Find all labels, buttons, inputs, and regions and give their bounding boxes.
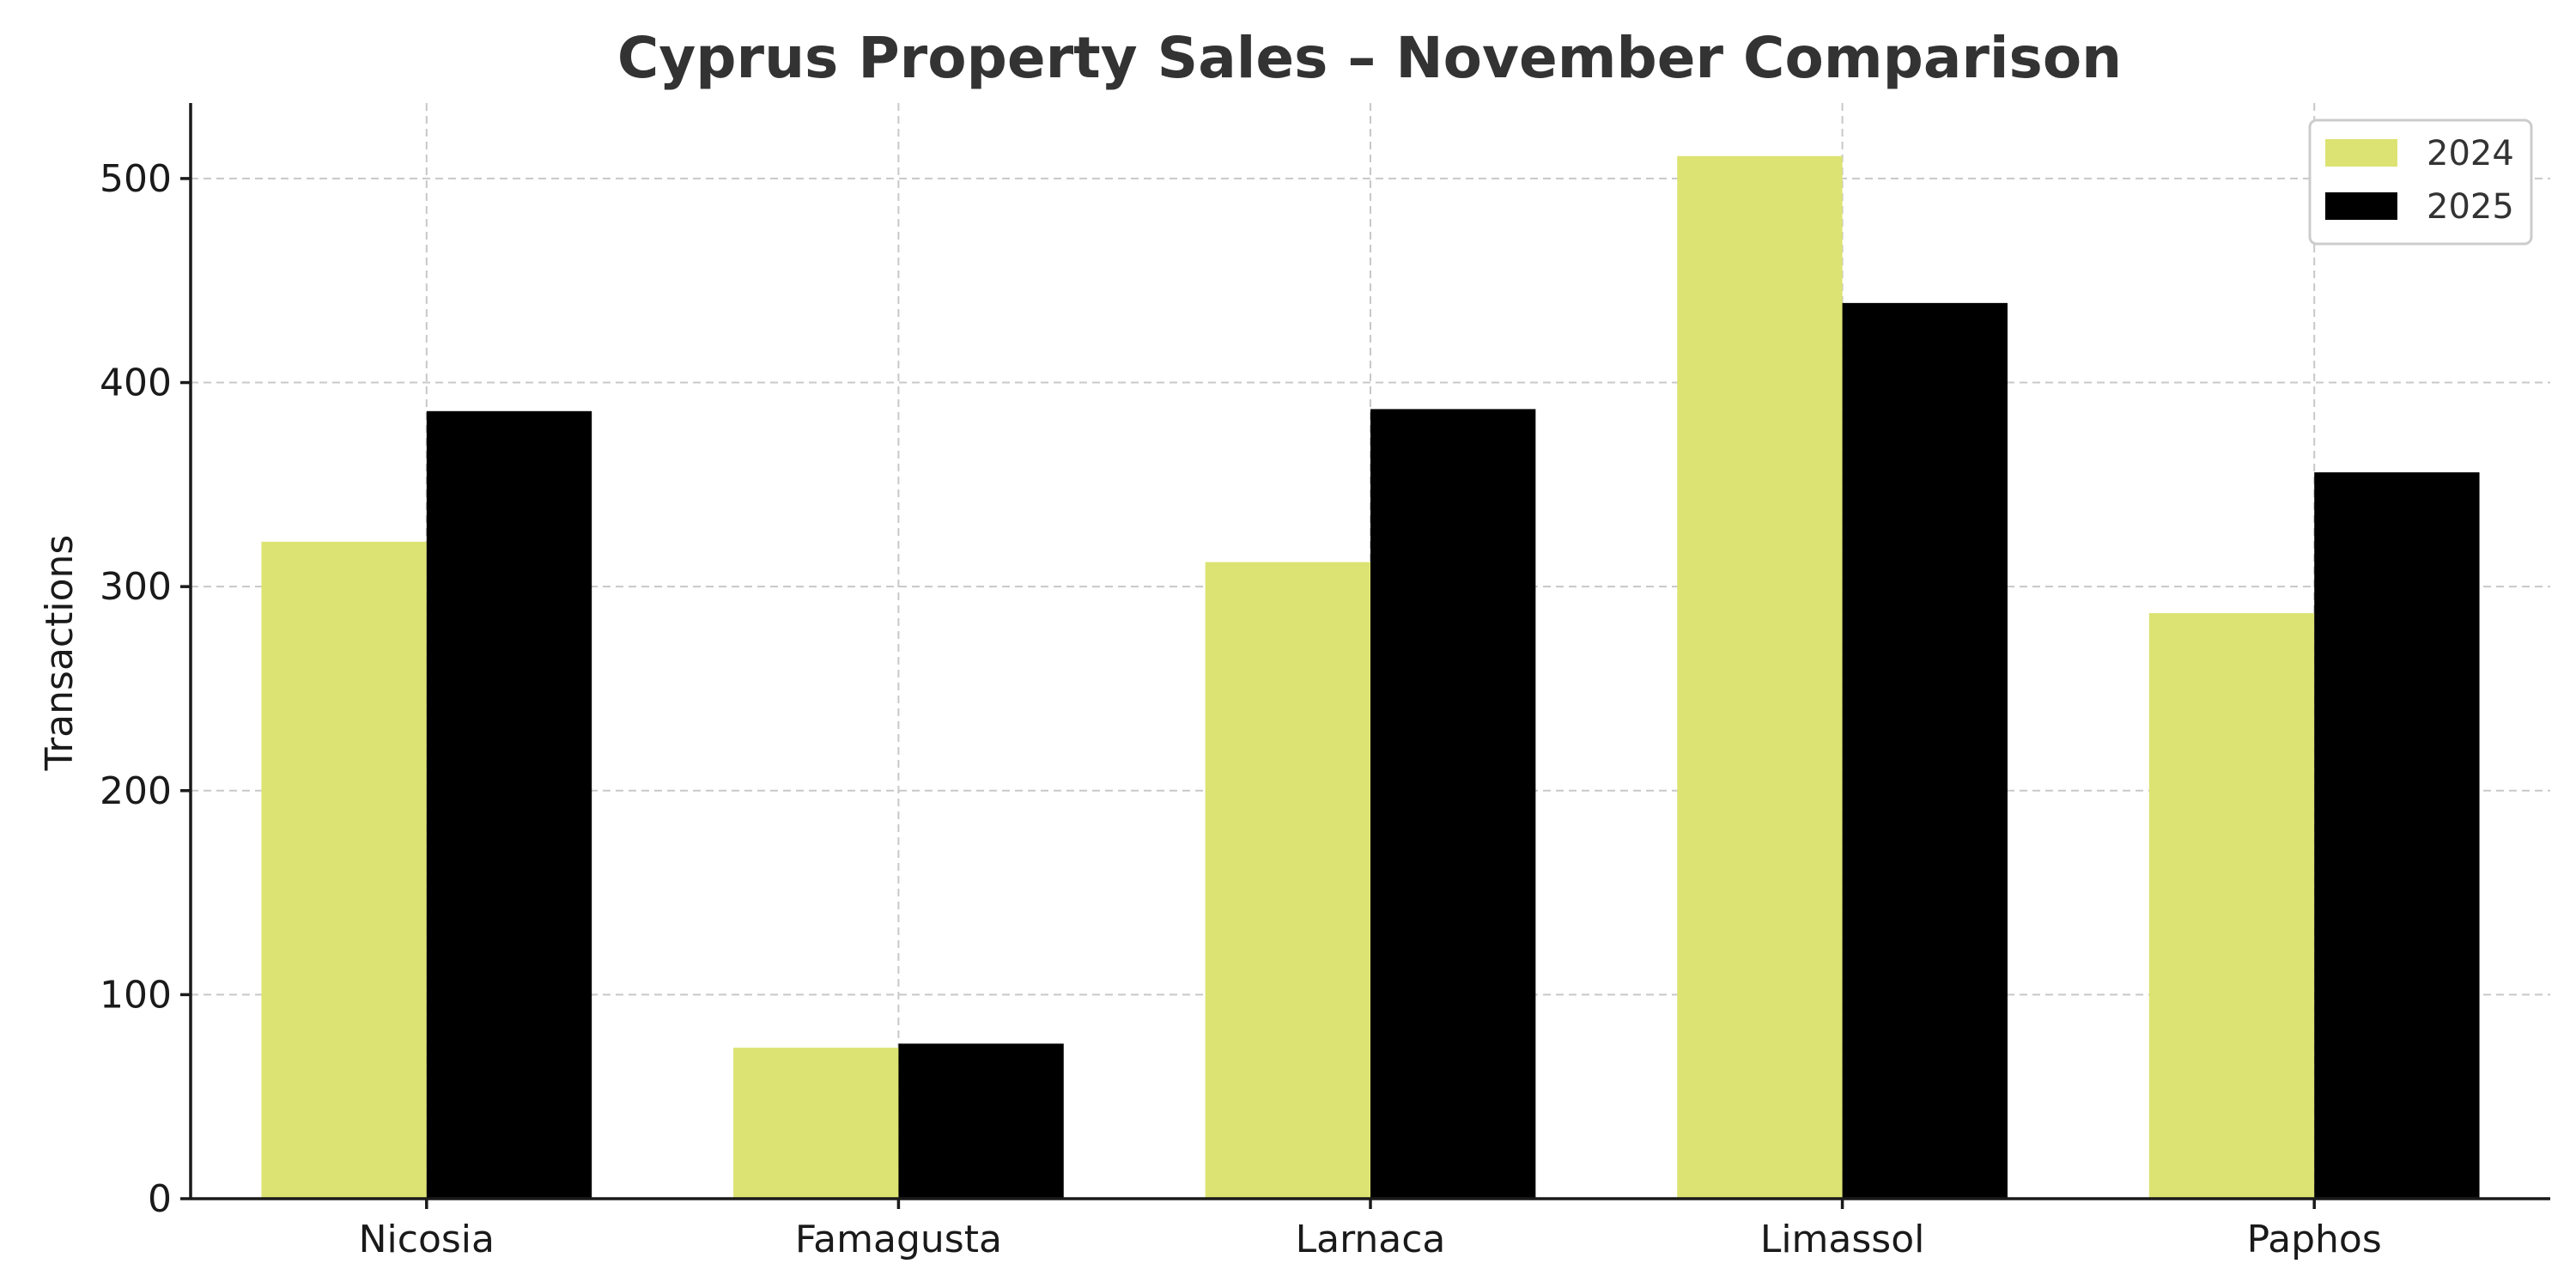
bar-2024-larnaca bbox=[1205, 562, 1370, 1199]
legend-label-2025: 2025 bbox=[2427, 187, 2514, 227]
bar-2024-nicosia bbox=[261, 541, 427, 1199]
x-tick-label: Limassol bbox=[1760, 1218, 1925, 1261]
bars bbox=[261, 155, 2480, 1200]
legend: 2024 2025 bbox=[2308, 118, 2533, 246]
tick-labels: 0 100 200 300 400 500 Nicosia Famagusta Larnaca L… bbox=[100, 157, 2382, 1261]
bar-2025-famagusta bbox=[898, 1043, 1064, 1199]
y-tick-label: 200 bbox=[100, 769, 172, 813]
bar-2025-paphos bbox=[2314, 472, 2480, 1199]
legend-label-2024: 2024 bbox=[2427, 134, 2514, 173]
bar-2024-famagusta bbox=[733, 1048, 899, 1199]
bar-2024-limassol bbox=[1677, 155, 1843, 1199]
y-tick-label: 100 bbox=[100, 973, 172, 1017]
bar-2025-nicosia bbox=[426, 410, 592, 1199]
x-tick-label: Nicosia bbox=[359, 1218, 495, 1261]
bar-2024-paphos bbox=[2148, 613, 2315, 1199]
y-tick-label: 400 bbox=[100, 361, 172, 405]
y-axis-label: Transactions bbox=[38, 535, 82, 772]
bar-2025-larnaca bbox=[1370, 409, 1536, 1200]
y-tick-label: 0 bbox=[148, 1177, 172, 1221]
y-tick-label: 500 bbox=[100, 157, 172, 201]
axes bbox=[180, 103, 2550, 1209]
x-tick-label: Paphos bbox=[2247, 1218, 2382, 1261]
x-tick-label: Famagusta bbox=[795, 1218, 1002, 1261]
legend-swatch-2025 bbox=[2325, 192, 2397, 220]
x-tick-label: Larnaca bbox=[1296, 1218, 1446, 1261]
y-tick-label: 300 bbox=[100, 565, 172, 609]
chart-title: Cyprus Property Sales – November Compari… bbox=[617, 25, 2122, 91]
bar-2025-limassol bbox=[1842, 302, 2008, 1200]
legend-swatch-2024 bbox=[2325, 139, 2397, 167]
